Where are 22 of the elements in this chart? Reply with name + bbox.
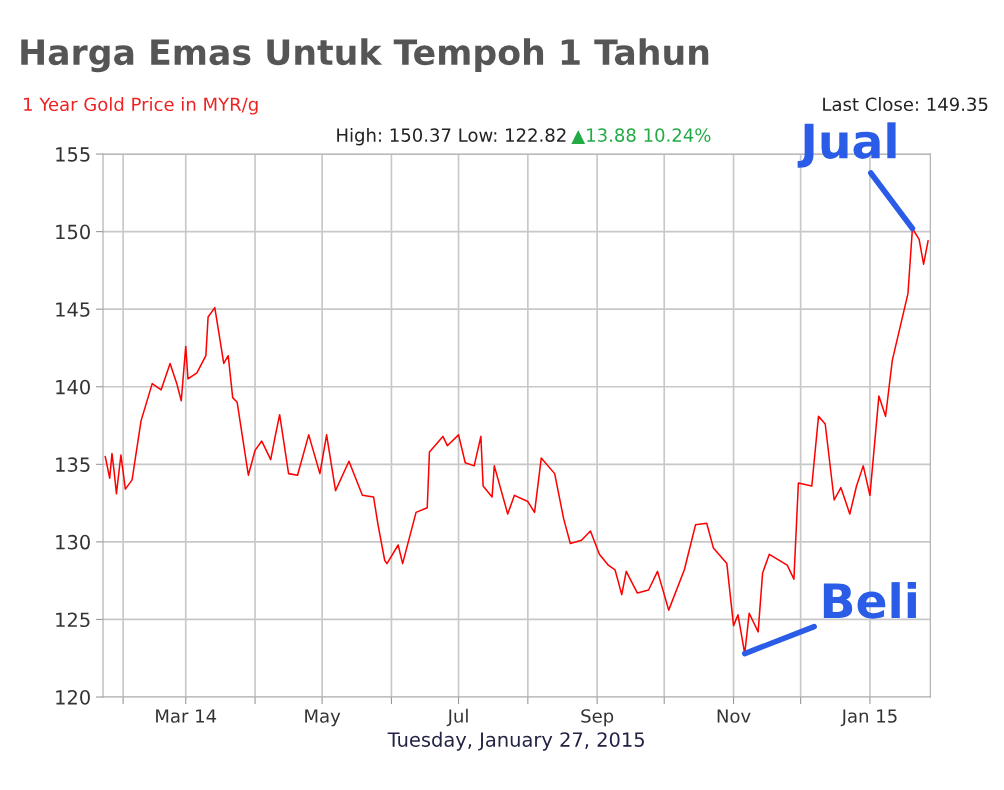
y-tick-label: 125 (56, 612, 90, 628)
x-tick-label: Jul (446, 708, 468, 727)
annotation: Beli (823, 582, 916, 619)
x-tick-label: Sep (581, 709, 614, 727)
y-tick-label: 150 (56, 224, 90, 240)
y-tick-label: 130 (56, 534, 90, 550)
x-tick-label: Jan 15 (840, 709, 897, 727)
y-tick-label: 155 (56, 147, 90, 162)
y-tick-label: 140 (56, 379, 90, 395)
x-tick-label: May (305, 709, 341, 727)
y-tick-label: 145 (56, 302, 90, 317)
x-tick-label: Nov (717, 709, 751, 723)
y-tick-label: 120 (56, 689, 90, 705)
annotation: Jual (797, 122, 896, 168)
text: High: 150.37 Low: 122.82 (337, 127, 566, 146)
chart-title: Harga Emas Untuk Tempoh 1 Tahun (21, 38, 709, 73)
y-tick-label: 135 (56, 457, 90, 472)
x-axis-title: Tuesday, January 27, 2015 (387, 731, 644, 751)
x-tick-label: Mar 14 (156, 709, 217, 723)
chart-subtitle: 1 Year Gold Price in MYR/g (24, 97, 258, 115)
text: ▲13.88 10.24% (571, 128, 711, 144)
text: Last Close: 149.35 (823, 97, 988, 112)
